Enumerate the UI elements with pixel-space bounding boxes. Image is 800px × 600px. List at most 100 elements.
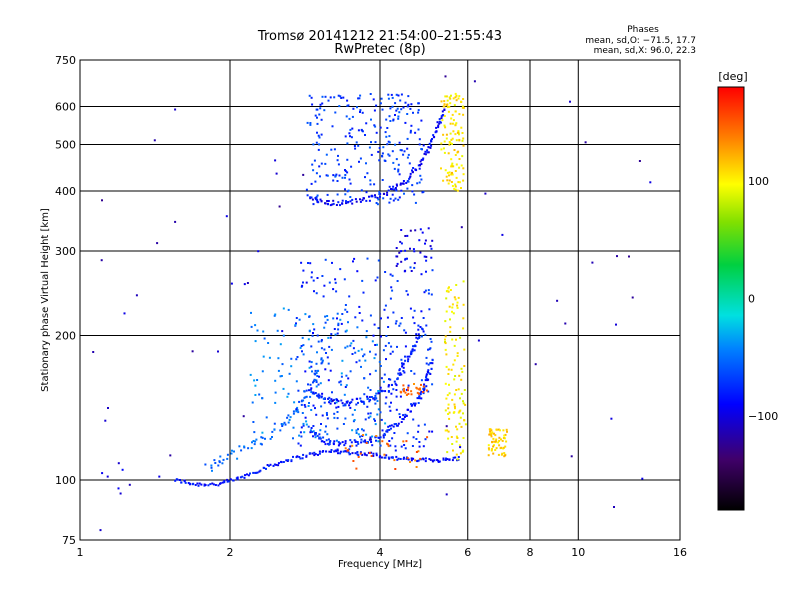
echo-point — [423, 255, 426, 258]
echo-point — [451, 137, 454, 140]
x-tick-label: 6 — [464, 546, 471, 559]
echo-point — [333, 328, 336, 330]
echo-point — [454, 183, 457, 186]
echo-point — [288, 372, 291, 375]
echo-point — [376, 196, 379, 199]
echo-point — [344, 330, 347, 333]
echo-point — [314, 373, 317, 376]
echo-point — [415, 336, 418, 339]
echo-point — [380, 456, 383, 459]
echo-point — [450, 138, 453, 141]
echo-point — [451, 398, 454, 401]
echo-point — [359, 451, 362, 454]
echo-point — [318, 433, 321, 436]
echo-point — [369, 93, 372, 95]
echo-point — [444, 348, 447, 351]
echo-point — [400, 149, 403, 152]
echo-point — [638, 160, 641, 162]
echo-point — [460, 367, 463, 370]
echo-point — [451, 306, 454, 309]
echo-point — [424, 153, 427, 156]
echo-point — [252, 471, 255, 474]
echo-point — [382, 146, 385, 149]
echo-point — [236, 478, 239, 481]
echo-point — [374, 369, 377, 372]
echo-point — [398, 251, 401, 254]
echo-point — [318, 143, 321, 146]
echo-point — [369, 179, 372, 182]
echo-point — [252, 421, 255, 423]
echo-point — [367, 412, 370, 415]
echo-point — [387, 390, 390, 392]
echo-point — [534, 363, 537, 366]
echo-point — [278, 205, 281, 208]
echo-point — [377, 259, 380, 262]
echo-point — [430, 144, 433, 147]
echo-point — [420, 178, 423, 181]
echo-point — [450, 173, 453, 176]
echo-point — [325, 153, 328, 156]
echo-point — [352, 420, 355, 423]
echo-point — [440, 100, 443, 103]
echo-point — [440, 148, 443, 151]
echo-point — [407, 386, 410, 389]
echo-point — [310, 96, 313, 99]
echo-point — [417, 333, 420, 336]
echo-point — [504, 454, 507, 457]
echo-point — [346, 171, 349, 174]
echo-point — [305, 423, 308, 426]
echo-point — [461, 450, 464, 453]
echo-point — [303, 404, 306, 406]
echo-point — [324, 162, 327, 165]
echo-point — [437, 124, 440, 127]
echo-point — [329, 96, 332, 99]
echo-point — [287, 308, 290, 311]
echo-point — [412, 167, 415, 169]
echo-point — [346, 142, 349, 145]
echo-point — [381, 390, 384, 392]
echo-point — [407, 384, 410, 387]
echo-point — [395, 158, 398, 161]
echo-point — [298, 400, 301, 403]
echo-point — [263, 337, 266, 340]
echo-point — [451, 171, 453, 174]
echo-point — [333, 416, 336, 419]
echo-point — [348, 132, 351, 135]
echo-point — [323, 284, 326, 287]
echo-point — [266, 464, 269, 466]
echo-point — [407, 408, 410, 411]
echo-point — [356, 451, 359, 453]
echo-point — [367, 416, 370, 419]
echo-point — [399, 182, 402, 185]
echo-point — [420, 310, 423, 313]
echo-point — [332, 317, 335, 320]
echo-point — [372, 334, 375, 337]
echo-point — [426, 149, 429, 152]
echo-point — [325, 450, 328, 453]
echo-point — [342, 404, 345, 407]
echo-point — [391, 289, 394, 292]
echo-point — [309, 395, 312, 398]
echo-point — [204, 463, 207, 466]
echo-point — [448, 417, 451, 420]
echo-point — [279, 429, 282, 432]
echo-point — [315, 413, 318, 416]
echo-point — [368, 199, 371, 202]
echo-point — [386, 430, 389, 433]
echo-point — [405, 182, 408, 184]
echo-point — [352, 460, 355, 462]
echo-point — [314, 392, 317, 394]
echo-point — [331, 261, 333, 264]
echo-point — [403, 416, 406, 418]
echo-point — [367, 386, 370, 389]
echo-point — [417, 424, 420, 427]
echo-point — [407, 360, 409, 363]
echo-point — [500, 438, 502, 441]
echo-point — [447, 407, 450, 410]
echo-point — [419, 251, 422, 254]
echo-point — [315, 172, 318, 175]
echo-point — [463, 348, 466, 351]
echo-point — [316, 116, 318, 119]
echo-point — [336, 159, 339, 162]
echo-point — [438, 118, 441, 121]
